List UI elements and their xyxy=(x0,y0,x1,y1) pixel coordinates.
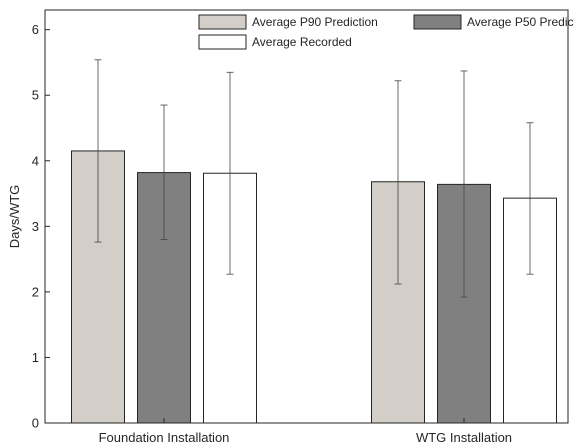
y-tick-label: 5 xyxy=(32,88,39,103)
legend: Average P90 Prediction Average P50 Predic… xyxy=(192,11,574,56)
y-tick-label: 6 xyxy=(32,22,39,37)
x-axis: Foundation Installation WTG Installation xyxy=(99,418,512,445)
legend-label: Average P50 Prediction xyxy=(467,15,574,29)
legend-swatch xyxy=(198,14,247,30)
y-tick-label: 4 xyxy=(32,153,39,168)
legend-label: Average Recorded xyxy=(252,35,352,49)
x-tick-label: WTG Installation xyxy=(416,430,512,445)
legend-label: Average P90 Prediction xyxy=(252,15,378,29)
y-axis-label: Days/WTG xyxy=(7,185,22,249)
legend-swatch xyxy=(413,14,462,30)
y-tick-label: 2 xyxy=(32,284,39,299)
y-tick-label: 1 xyxy=(32,350,39,365)
y-axis: 0 1 2 3 4 5 6 xyxy=(32,22,50,431)
y-tick-label: 0 xyxy=(32,416,39,431)
plot-area-frame xyxy=(44,9,569,424)
legend-swatch xyxy=(198,34,247,50)
bars-layer xyxy=(71,150,557,424)
y-tick-label: 3 xyxy=(32,219,39,234)
error-bars-layer xyxy=(94,59,534,298)
legend-background xyxy=(192,11,567,56)
x-tick-label: Foundation Installation xyxy=(99,430,230,445)
